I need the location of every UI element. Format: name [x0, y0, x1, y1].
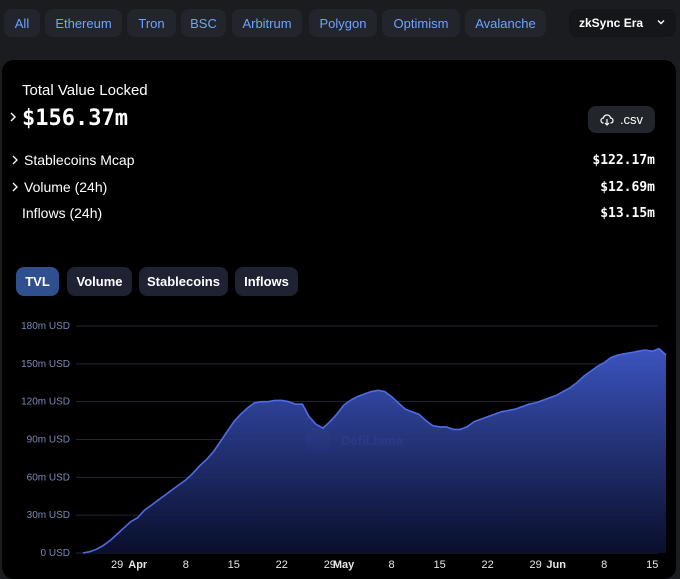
- inflows-24h-value: $13.15m: [600, 206, 655, 221]
- inflows-24h-label: Inflows (24h): [22, 205, 103, 221]
- tab-volume[interactable]: Volume: [67, 267, 132, 296]
- tab-stablecoins[interactable]: Stablecoins: [139, 267, 228, 296]
- tab-tvl[interactable]: TVL: [16, 267, 59, 296]
- chain-button-polygon[interactable]: Polygon: [309, 9, 377, 37]
- tvl-area: [82, 348, 666, 553]
- chevron-right-icon[interactable]: [9, 112, 17, 122]
- download-csv-button[interactable]: .csv: [588, 106, 655, 133]
- tvl-value: $156.37m: [22, 106, 128, 131]
- chevron-right-icon[interactable]: [11, 155, 19, 165]
- download-csv-label: .csv: [619, 112, 644, 127]
- y-axis-tick-label: 150m USD: [21, 359, 70, 370]
- x-axis-tick-label: 15: [646, 559, 658, 571]
- x-axis-tick-label: Apr: [128, 559, 148, 571]
- chevron-right-icon[interactable]: [11, 182, 19, 192]
- chain-button-tron[interactable]: Tron: [127, 9, 176, 37]
- y-axis-tick-label: 180m USD: [21, 321, 70, 332]
- tvl-area-chart[interactable]: 0 USD 30m USD 60m USD 90m USD 120m USD 150m U…: [0, 300, 676, 579]
- y-axis-tick-label: 30m USD: [27, 510, 70, 521]
- y-axis-tick-label: 60m USD: [27, 472, 70, 483]
- chain-button-bsc[interactable]: BSC: [181, 9, 226, 37]
- x-axis-tick-label: Jun: [546, 559, 566, 571]
- tvl-label: Total Value Locked: [22, 82, 148, 99]
- x-axis-tick-label: 8: [183, 559, 189, 571]
- x-axis-tick-label: 8: [601, 559, 607, 571]
- x-axis-tick-label: 8: [388, 559, 394, 571]
- chain-select-dropdown[interactable]: zkSync Era: [569, 9, 676, 37]
- x-axis-tick-label: 29: [324, 559, 336, 571]
- chain-select-value: zkSync Era: [579, 16, 644, 30]
- chain-button-optimism[interactable]: Optimism: [382, 9, 460, 37]
- chain-filter-bar: All Ethereum Tron BSC Arbitrum Polygon O…: [0, 0, 680, 60]
- chevron-down-icon: [657, 20, 665, 25]
- y-axis-tick-label: 120m USD: [21, 397, 70, 408]
- x-axis-tick-label: 15: [433, 559, 445, 571]
- x-axis-tick-label: May: [333, 559, 355, 571]
- x-axis-tick-label: 22: [276, 559, 288, 571]
- chain-button-ethereum[interactable]: Ethereum: [45, 9, 122, 37]
- x-axis-tick-label: 15: [228, 559, 240, 571]
- x-axis-tick-label: 22: [481, 559, 493, 571]
- stablecoins-mcap-value: $122.17m: [592, 153, 655, 168]
- stablecoins-mcap-label: Stablecoins Mcap: [24, 152, 135, 168]
- chain-button-avalanche[interactable]: Avalanche: [465, 9, 546, 37]
- chain-button-arbitrum[interactable]: Arbitrum: [232, 9, 302, 37]
- y-axis-tick-label: 90m USD: [27, 435, 70, 446]
- cloud-download-icon: [600, 113, 614, 126]
- x-axis-tick-label: 29: [111, 559, 123, 571]
- volume-24h-label: Volume (24h): [24, 179, 108, 195]
- tvl-line: [82, 347, 667, 554]
- x-axis-tick-label: 29: [529, 559, 541, 571]
- tab-inflows[interactable]: Inflows: [235, 267, 298, 296]
- volume-24h-value: $12.69m: [600, 180, 655, 195]
- chain-button-all[interactable]: All: [4, 9, 40, 37]
- y-axis-tick-label: 0 USD: [41, 548, 70, 559]
